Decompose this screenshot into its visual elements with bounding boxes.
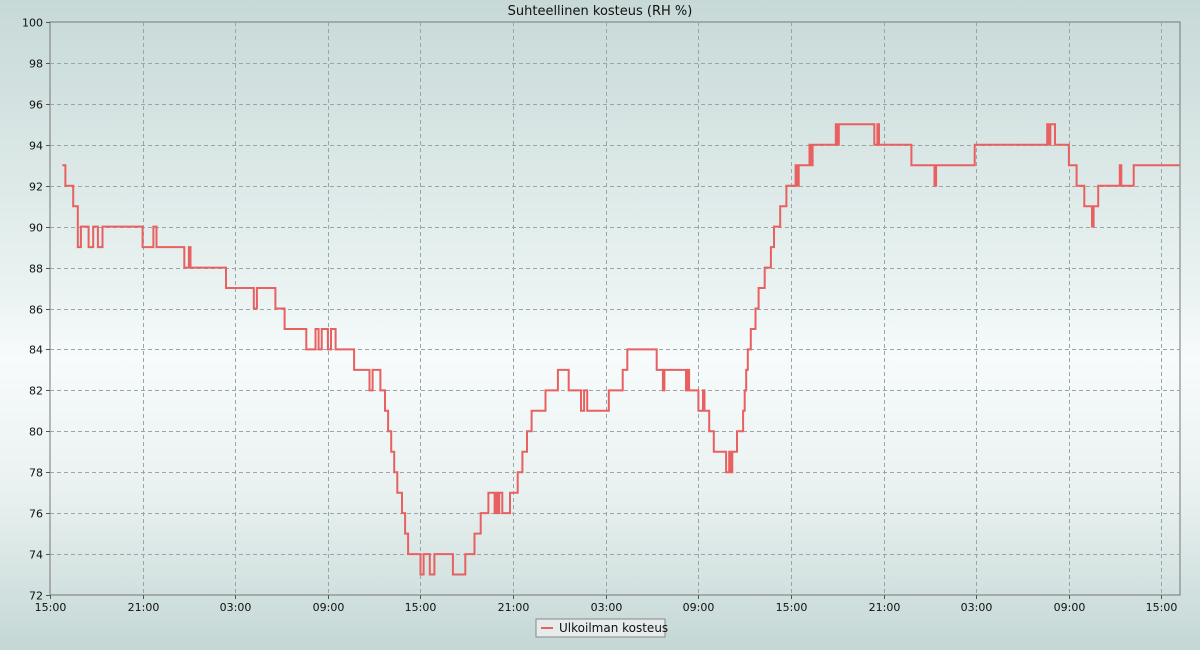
y-tick-label: 80 — [29, 426, 43, 439]
y-tick-label: 94 — [29, 140, 43, 153]
x-tick-label: 03:00 — [591, 601, 623, 614]
x-axis: 15:00 21:00 03:00 09:00 15:00 21:00 03:00 09:00… — [35, 595, 1178, 614]
series-line-ulkoilman-kosteus — [62, 123, 1180, 576]
x-tick-label: 09:00 — [683, 601, 715, 614]
x-tick-label: 21:00 — [128, 601, 160, 614]
legend-box — [535, 618, 666, 638]
y-tick-label: 76 — [29, 508, 43, 521]
x-tick-label: 09:00 — [313, 601, 345, 614]
x-tick-label: 15:00 — [1146, 601, 1178, 614]
x-tick-label: 21:00 — [498, 601, 530, 614]
y-tick-label: 88 — [29, 263, 43, 276]
x-tick-label: 09:00 — [1054, 601, 1086, 614]
y-tick-label: 72 — [29, 590, 43, 603]
x-tick-label: 15:00 — [776, 601, 808, 614]
y-tick-label: 100 — [22, 17, 43, 30]
x-tick-label: 15:00 — [35, 601, 67, 614]
y-tick-label: 98 — [29, 58, 43, 71]
legend: Ulkoilman kosteus — [535, 618, 668, 638]
legend-label: Ulkoilman kosteus — [559, 621, 668, 635]
y-axis: 72 74 76 78 80 82 84 86 88 90 92 94 96 98 100 — [22, 17, 50, 603]
y-tick-label: 78 — [29, 467, 43, 480]
y-tick-label: 84 — [29, 344, 43, 357]
y-tick-label: 92 — [29, 181, 43, 194]
y-tick-label: 86 — [29, 304, 43, 317]
plot-area — [49, 21, 1181, 596]
y-tick-label: 74 — [29, 549, 43, 562]
grid-lines — [50, 22, 1180, 595]
y-tick-label: 90 — [29, 222, 43, 235]
x-tick-label: 21:00 — [869, 601, 901, 614]
x-tick-label: 03:00 — [961, 601, 993, 614]
chart-title: Suhteellinen kosteus (RH %) — [508, 4, 693, 19]
x-tick-label: 03:00 — [220, 601, 252, 614]
x-tick-label: 15:00 — [405, 601, 437, 614]
y-tick-label: 82 — [29, 385, 43, 398]
y-tick-label: 96 — [29, 99, 43, 112]
